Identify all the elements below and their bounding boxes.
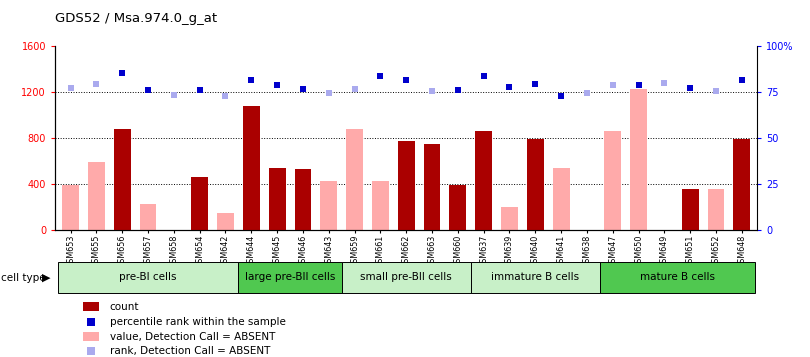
Text: GDS52 / Msa.974.0_g_at: GDS52 / Msa.974.0_g_at: [55, 12, 217, 25]
FancyBboxPatch shape: [600, 262, 755, 293]
FancyBboxPatch shape: [342, 262, 471, 293]
Bar: [527, 140, 544, 230]
Bar: [475, 131, 492, 230]
Bar: [501, 207, 518, 230]
Bar: [83, 302, 99, 311]
Bar: [114, 129, 130, 230]
Bar: [630, 89, 647, 230]
Text: cell type: cell type: [1, 273, 45, 283]
Text: mature B cells: mature B cells: [640, 272, 714, 282]
Bar: [243, 106, 260, 230]
FancyBboxPatch shape: [238, 262, 342, 293]
Bar: [552, 168, 569, 230]
Bar: [708, 189, 724, 230]
Bar: [734, 139, 750, 230]
Bar: [372, 181, 389, 230]
Bar: [88, 162, 104, 230]
Bar: [295, 169, 311, 230]
Bar: [450, 185, 467, 230]
Bar: [424, 144, 441, 230]
Bar: [217, 213, 234, 230]
Text: small pre-BII cells: small pre-BII cells: [360, 272, 452, 282]
Bar: [83, 332, 99, 341]
Bar: [191, 177, 208, 230]
Bar: [346, 129, 363, 230]
Text: value, Detection Call = ABSENT: value, Detection Call = ABSENT: [110, 332, 275, 342]
Text: large pre-BII cells: large pre-BII cells: [245, 272, 335, 282]
FancyBboxPatch shape: [471, 262, 600, 293]
FancyBboxPatch shape: [58, 262, 238, 293]
Bar: [398, 141, 415, 230]
Text: ▶: ▶: [42, 273, 50, 283]
Text: count: count: [110, 302, 139, 312]
Bar: [139, 204, 156, 230]
Text: rank, Detection Call = ABSENT: rank, Detection Call = ABSENT: [110, 347, 271, 357]
Bar: [321, 181, 337, 230]
Bar: [604, 131, 621, 230]
Bar: [62, 185, 79, 230]
Bar: [682, 190, 698, 230]
Text: pre-BI cells: pre-BI cells: [119, 272, 177, 282]
Text: percentile rank within the sample: percentile rank within the sample: [110, 317, 286, 327]
Text: immature B cells: immature B cells: [491, 272, 579, 282]
Bar: [269, 168, 285, 230]
